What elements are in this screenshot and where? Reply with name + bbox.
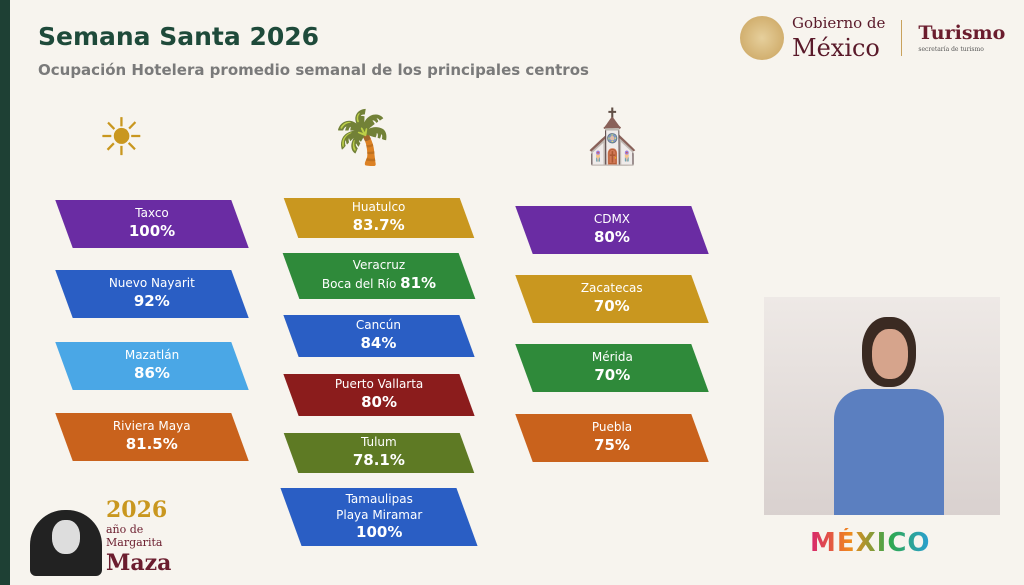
occupancy-card-text: Puerto Vallarta 80%	[335, 377, 423, 412]
occupancy-value-row: 84%	[356, 334, 401, 354]
mm-year: 2026	[106, 496, 168, 523]
occupancy-card: Riviera Maya 81.5%	[55, 413, 249, 461]
occupancy-value: 84%	[361, 334, 397, 353]
occupancy-value-row: 80%	[594, 228, 630, 248]
occupancy-card: Tamaulipas Playa Miramar 100%	[280, 488, 478, 546]
occupancy-card: Puerto Vallarta 80%	[283, 374, 475, 416]
occupancy-value-row: 86%	[125, 364, 179, 384]
side-accent-bar	[0, 0, 10, 585]
occupancy-value-row: 70%	[592, 366, 633, 386]
destination-name: Mérida	[591, 350, 633, 365]
occupancy-card: Puebla 75%	[515, 414, 709, 462]
page-title: Semana Santa 2026	[38, 22, 320, 51]
logo-dept-sub: secretaría de turismo	[918, 46, 984, 54]
destination-name: Tamaulipas	[345, 491, 413, 506]
occupancy-value: 78.1%	[352, 451, 406, 470]
cathedral-icon: ⛪	[580, 108, 645, 168]
sun-waves-icon: ☀	[98, 108, 145, 168]
occupancy-value: 80%	[361, 393, 397, 412]
destination-name: Mazatlán	[124, 348, 180, 363]
occupancy-card-text: Cancún 84%	[356, 318, 401, 353]
destination-name: Tulum	[361, 435, 397, 450]
interpreter	[834, 317, 944, 515]
destination-name-2-row: Boca del Río 81%	[322, 274, 436, 294]
page-subtitle: Ocupación Hotelera promedio semanal de l…	[38, 61, 589, 79]
occupancy-value: 81.5%	[125, 435, 179, 454]
mm-name1: Margarita	[106, 536, 163, 550]
destination-name: Puebla	[591, 420, 633, 435]
destination-name-2: Playa Miramar	[335, 507, 423, 522]
occupancy-card: Tulum 78.1%	[283, 433, 475, 473]
occupancy-value: 92%	[134, 292, 170, 311]
occupancy-card-text: Nuevo Nayarit 92%	[109, 276, 195, 311]
gobierno-turismo-logo: Gobierno de México Turismo secretaría de t…	[740, 14, 1005, 63]
occupancy-value-row: 83.7%	[352, 216, 406, 236]
occupancy-value: 100%	[128, 222, 176, 241]
occupancy-card-text: Mazatlán 86%	[125, 348, 179, 383]
occupancy-value: 80%	[594, 228, 630, 247]
occupancy-card-text: Mérida 70%	[592, 350, 633, 385]
destination-name: Riviera Maya	[113, 419, 191, 434]
destination-name: Taxco	[135, 206, 169, 221]
destination-name-2: Boca del Río	[321, 277, 397, 292]
occupancy-card-text: Huatulco 83.7%	[352, 200, 406, 235]
occupancy-card-text: Riviera Maya 81.5%	[113, 419, 191, 454]
occupancy-card: Zacatecas 70%	[515, 275, 709, 323]
logo-line1: Gobierno de	[792, 14, 886, 32]
occupancy-card: Nuevo Nayarit 92%	[55, 270, 249, 318]
logo-dept: Turismo	[918, 22, 1006, 45]
national-seal-icon	[740, 16, 784, 61]
occupancy-card: Mazatlán 86%	[55, 342, 249, 390]
occupancy-value-row: 78.1%	[353, 451, 405, 471]
occupancy-value-row: 92%	[109, 292, 195, 312]
destination-name-2-row: Playa Miramar	[336, 507, 422, 523]
mm-anio: año de	[106, 523, 144, 537]
destination-name: Cancún	[356, 318, 402, 333]
logo-line2: México	[792, 33, 880, 62]
logo-divider	[901, 20, 903, 57]
occupancy-card: CDMX 80%	[515, 206, 709, 254]
margarita-maza-logo: 2026 año de Margarita Maza	[30, 480, 171, 576]
occupancy-value-row: 81.5%	[113, 435, 191, 455]
occupancy-value: 86%	[134, 364, 170, 383]
destination-name: Veracruz	[352, 258, 406, 273]
occupancy-value: 70%	[594, 366, 630, 385]
occupancy-value-row: 80%	[335, 393, 423, 413]
occupancy-card-text: Zacatecas 70%	[581, 281, 643, 316]
occupancy-card: Veracruz Boca del Río 81%	[282, 253, 476, 299]
occupancy-value-row: 70%	[581, 297, 643, 317]
occupancy-value: 75%	[594, 436, 630, 455]
occupancy-card-text: Taxco 100%	[129, 206, 175, 241]
destination-name: Nuevo Nayarit	[109, 276, 195, 291]
occupancy-card: Taxco 100%	[55, 200, 249, 248]
mm-name2: Maza	[106, 549, 172, 576]
occupancy-card-text: Veracruz Boca del Río 81%	[322, 258, 436, 293]
occupancy-card: Cancún 84%	[283, 315, 475, 357]
occupancy-card: Mérida 70%	[515, 344, 709, 392]
palm-beach-icon: 🌴	[330, 108, 395, 168]
portrait-icon	[30, 510, 102, 576]
destination-name: Huatulco	[352, 200, 406, 215]
occupancy-card-text: Puebla 75%	[592, 420, 632, 455]
destination-name: Zacatecas	[581, 281, 643, 296]
mexico-brand-logo: MÉXICO	[810, 528, 931, 558]
occupancy-value: 83.7%	[352, 216, 406, 235]
occupancy-value: 100%	[355, 522, 403, 541]
occupancy-value-row: 100%	[129, 222, 175, 242]
occupancy-value: 70%	[594, 297, 630, 316]
destination-name: CDMX	[593, 212, 631, 227]
occupancy-value: 81%	[400, 274, 437, 293]
occupancy-card-text: CDMX 80%	[594, 212, 630, 247]
occupancy-value-row: 100%	[336, 523, 422, 543]
occupancy-card: Huatulco 83.7%	[283, 198, 475, 238]
sign-language-interpreter-video	[764, 297, 1000, 515]
occupancy-value-row: 75%	[592, 436, 632, 456]
destination-name: Puerto Vallarta	[334, 377, 424, 392]
occupancy-card-text: Tamaulipas Playa Miramar 100%	[336, 492, 422, 543]
occupancy-card-text: Tulum 78.1%	[353, 435, 405, 470]
